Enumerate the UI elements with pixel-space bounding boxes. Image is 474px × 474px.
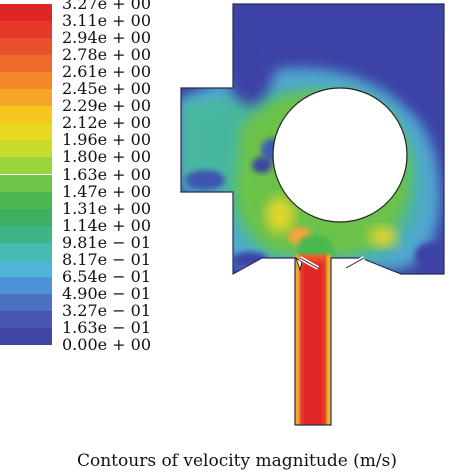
legend-swatch [0, 140, 52, 158]
legend-swatch [0, 106, 52, 124]
legend-swatch [0, 208, 52, 226]
legend-swatch [0, 310, 52, 328]
legend-tick-label: 3.11e + 00 [62, 11, 152, 31]
legend-tick-label: 1.31e + 00 [62, 198, 152, 218]
legend-swatch [0, 157, 52, 175]
figure-caption: Contours of velocity magnitude (m/s) [76, 451, 397, 471]
legend-swatch [0, 293, 52, 311]
legend-tick-label: 4.90e − 01 [62, 283, 152, 303]
legend-tick-label: 1.47e + 00 [62, 181, 152, 201]
legend-tick-label: 1.63e − 01 [62, 317, 152, 337]
legend-swatch [0, 191, 52, 209]
legend-tick-label: 3.27e + 00 [62, 0, 152, 13]
legend-swatch [0, 55, 52, 73]
legend-tick-label: 2.12e + 00 [62, 113, 152, 133]
legend-swatch [0, 242, 52, 260]
legend-tick-label: 8.17e − 01 [62, 249, 152, 269]
legend-swatch [0, 259, 52, 277]
legend-swatch [0, 276, 52, 294]
legend-tick-label: 0.00e + 00 [62, 335, 152, 354]
left-baffle [295, 256, 303, 272]
cylinder-obstacle [272, 87, 408, 223]
legend-tick-label: 2.45e + 00 [62, 79, 152, 99]
legend-tick-label: 3.27e − 01 [62, 300, 152, 320]
legend-swatch [0, 89, 52, 107]
legend-tick-label: 2.78e + 00 [62, 45, 152, 65]
legend-tick-label: 6.54e − 01 [62, 266, 152, 286]
domain-outline [180, 3, 445, 426]
legend-swatch [0, 327, 52, 345]
contour-fill [181, 4, 444, 425]
legend-swatch [0, 21, 52, 39]
legend-swatch [0, 72, 52, 90]
legend-tick-label: 9.81e − 01 [62, 232, 152, 252]
legend-tick-label: 1.80e + 00 [62, 147, 152, 167]
legend-swatch [0, 123, 52, 141]
legend-swatch [0, 174, 52, 192]
legend-tick-label: 2.94e + 00 [62, 28, 152, 48]
color-legend: 3.27e + 00 3.11e + 00 2.94e + 00 2.78e + 00… [0, 0, 160, 440]
legend-swatch [0, 38, 52, 56]
legend-tick-label: 2.61e + 00 [62, 62, 152, 82]
legend-tick-label: 2.29e + 00 [62, 96, 152, 116]
legend-tick-label: 1.96e + 00 [62, 130, 152, 150]
legend-tick-label: 1.63e + 00 [62, 164, 152, 184]
legend-tick-label: 1.14e + 00 [62, 215, 152, 235]
legend-swatch [0, 225, 52, 243]
legend-swatch [0, 4, 52, 21]
